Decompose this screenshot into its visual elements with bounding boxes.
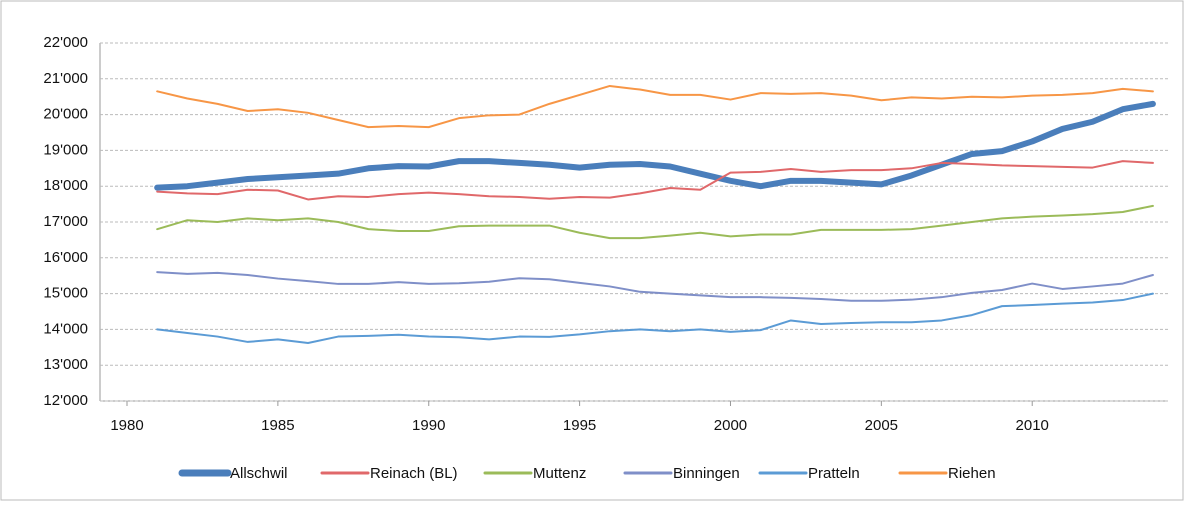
y-tick-label: 15'000 bbox=[43, 285, 88, 302]
legend-label: Reinach (BL) bbox=[370, 465, 458, 482]
x-tick-label: 2000 bbox=[714, 417, 747, 434]
y-tick-label: 19'000 bbox=[43, 141, 88, 158]
legend-label: Allschwil bbox=[230, 465, 288, 482]
y-tick-label: 12'000 bbox=[43, 392, 88, 409]
legend-label: Binningen bbox=[673, 465, 740, 482]
y-tick-label: 22'000 bbox=[43, 34, 88, 51]
x-tick-label: 1980 bbox=[110, 417, 143, 434]
legend-label: Muttenz bbox=[533, 465, 586, 482]
x-tick-label: 1990 bbox=[412, 417, 445, 434]
legend-label: Riehen bbox=[948, 465, 996, 482]
series-line bbox=[156, 84, 1154, 129]
series-line bbox=[154, 100, 1156, 191]
y-tick-label: 18'000 bbox=[43, 177, 88, 194]
legend-label: Pratteln bbox=[808, 465, 860, 482]
series-line bbox=[156, 160, 1154, 201]
series-line bbox=[156, 292, 1154, 345]
x-tick-label: 1995 bbox=[563, 417, 596, 434]
y-tick-label: 16'000 bbox=[43, 249, 88, 266]
y-tick-label: 13'000 bbox=[43, 356, 88, 373]
series-line bbox=[156, 204, 1154, 240]
y-tick-label: 21'000 bbox=[43, 70, 88, 87]
x-tick-label: 1985 bbox=[261, 417, 294, 434]
y-tick-label: 17'000 bbox=[43, 213, 88, 230]
x-tick-label: 2010 bbox=[1016, 417, 1049, 434]
series-line bbox=[156, 271, 1154, 302]
x-tick-label: 2005 bbox=[865, 417, 898, 434]
y-tick-label: 20'000 bbox=[43, 106, 88, 123]
y-tick-label: 14'000 bbox=[43, 320, 88, 337]
